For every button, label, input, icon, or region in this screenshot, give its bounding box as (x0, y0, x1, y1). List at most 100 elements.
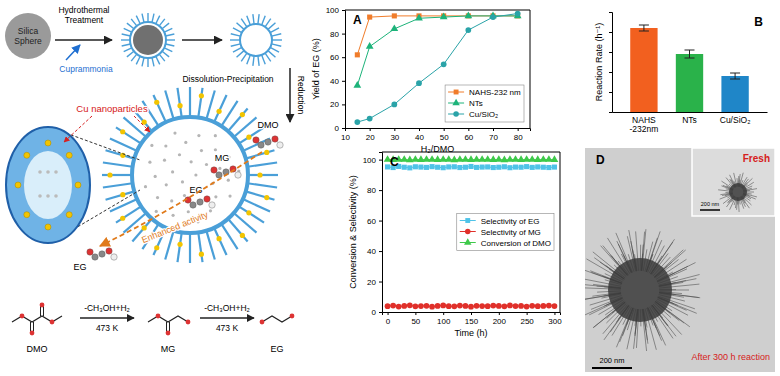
spikes (230, 14, 282, 66)
spike (265, 19, 271, 27)
data-point (546, 303, 552, 309)
spike (258, 56, 259, 66)
reagent-label: -CH₃OH+H₂ (204, 303, 250, 313)
series (385, 164, 557, 170)
data-point (501, 303, 507, 309)
data-point (480, 165, 485, 170)
activity-arrow (100, 152, 262, 246)
data-point (390, 24, 398, 31)
tick: 60 (330, 53, 345, 62)
data-point (529, 303, 535, 309)
error-bar-part (685, 58, 695, 59)
molecule-dot (205, 163, 208, 166)
spike (102, 174, 132, 176)
tick-mark (471, 312, 472, 315)
spike (198, 88, 202, 118)
spike (124, 28, 132, 32)
data-point (552, 303, 558, 309)
legend-marker (464, 238, 471, 244)
data-point (355, 52, 360, 57)
inset (692, 148, 775, 216)
arrow (66, 45, 80, 60)
data-point (535, 164, 540, 169)
oxygen (40, 303, 45, 308)
inset-label: Fresh (743, 153, 770, 164)
x-axis-line (613, 112, 768, 113)
spike (206, 91, 214, 120)
spike (156, 16, 160, 24)
tick: 150 (465, 312, 479, 326)
atom (204, 196, 210, 202)
cu-particle (264, 195, 269, 200)
bond (262, 316, 292, 322)
cu-particle (24, 152, 30, 158)
data-point (524, 164, 529, 169)
cu-particle (45, 140, 51, 146)
spike (253, 14, 254, 24)
data-point (418, 303, 424, 309)
molecule-dot (190, 160, 193, 163)
spike (127, 23, 134, 29)
tick-label: Cu/SiO₂ (720, 115, 751, 125)
condition-label: 473 K (96, 323, 119, 333)
spike (270, 28, 279, 33)
series-line (357, 16, 517, 55)
data-point (485, 164, 490, 169)
tick: Cu/SiO₂ (720, 115, 751, 125)
error-bar (685, 50, 695, 58)
cu-particle (216, 236, 221, 241)
bar (630, 28, 657, 112)
cu-particle (45, 224, 51, 230)
tick: 60 (367, 217, 382, 226)
tick (609, 72, 612, 73)
tick-label: 10 (341, 133, 350, 142)
data-point (435, 165, 440, 170)
cu-particle (199, 252, 204, 257)
data-point (407, 302, 413, 308)
frame (345, 10, 530, 11)
spike (166, 34, 175, 36)
tick-label: 0 (372, 308, 377, 317)
scale-bar (592, 367, 632, 369)
y-axis (609, 13, 613, 113)
chart: 050100150200250300020406080100CTime (h)C… (348, 152, 562, 338)
legend-marker (453, 111, 459, 117)
tick (609, 52, 612, 53)
tick: 50 (440, 128, 449, 142)
molecule-dot (214, 148, 217, 151)
tick-mark (527, 312, 528, 315)
spike (246, 191, 275, 199)
data-point (424, 303, 430, 309)
scale-label: 200 nm (701, 201, 720, 207)
series (353, 11, 521, 87)
data-point (490, 303, 496, 309)
tick-label: 60 (464, 133, 473, 142)
data-point (385, 303, 391, 309)
cu-particle (120, 192, 125, 197)
tick-label: 20 (330, 100, 339, 109)
data-point (474, 303, 480, 309)
spike (152, 14, 154, 23)
species-label: DMO (27, 344, 48, 354)
molecule-dot (156, 196, 159, 199)
atom (99, 251, 105, 257)
molecule-dot (38, 170, 42, 174)
tick-mark (379, 251, 382, 252)
data-point (552, 165, 557, 170)
tick: 20 (366, 128, 375, 142)
atom (272, 136, 278, 142)
sphere-label: SilicaSphere (14, 26, 42, 46)
reaction: DMOMGEG-CH₃OH+H₂473 K-CH₃OH+H₂473 K (12, 303, 294, 354)
caption: After 300 h reaction (691, 352, 770, 362)
oxygen (166, 331, 171, 336)
spike (147, 13, 148, 22)
error-bar-part (730, 73, 740, 74)
tick-label: 40 (415, 133, 424, 142)
tick: NTs (682, 115, 697, 125)
data-point (452, 164, 457, 169)
tick-label: NTs (682, 115, 697, 125)
atom (277, 142, 283, 148)
spike (131, 19, 137, 26)
molecule-dot (197, 134, 200, 137)
error-bar-part (730, 79, 740, 80)
